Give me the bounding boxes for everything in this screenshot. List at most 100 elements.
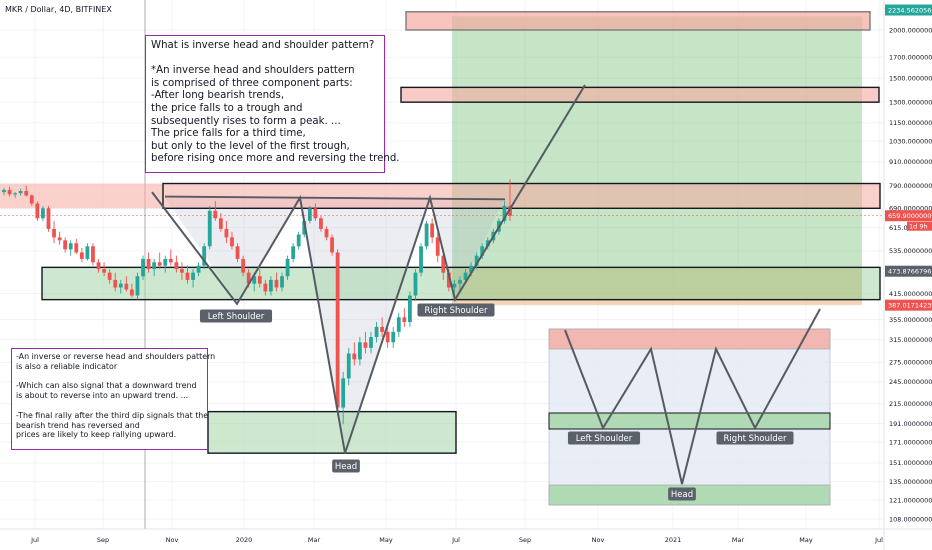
candle-body: [274, 279, 279, 288]
note-line: -After long bearish trends,: [151, 90, 285, 102]
x-tick-label: May: [379, 536, 393, 544]
candle-body: [52, 228, 56, 238]
note-line: subsequently rises to form a peak. ...: [151, 115, 341, 127]
candle-body: [335, 252, 340, 408]
candle-body: [313, 208, 318, 219]
y-tick-label: 690.00000000: [889, 205, 932, 213]
candle-body: [263, 283, 268, 292]
badge-level-low-bg: [885, 299, 932, 311]
candle-body: [113, 279, 118, 288]
schematic-label-right-shoulder: Right Shoulder: [724, 434, 787, 444]
time-axis[interactable]: Jul Sep Nov 2020 Mar May Jul Sep Nov 2021 Mar May Ju…: [0, 528, 932, 544]
candle-body: [146, 258, 151, 270]
x-tick-label: Mar: [308, 536, 321, 544]
candle-body: [485, 240, 490, 247]
candle-body: [324, 228, 329, 238]
badge-level-low: 387.01714239: [888, 302, 932, 310]
y-tick-label: 171.00000000: [889, 438, 932, 446]
candle-body: [352, 353, 357, 360]
note-line: *An inverse head and shoulders pattern: [151, 65, 355, 77]
candle-body: [230, 237, 234, 247]
y-tick-label: 1150.00000000: [889, 119, 932, 127]
candle-body: [458, 279, 462, 284]
candle-body: [369, 337, 373, 348]
candle-body: [435, 237, 440, 256]
candle-body: [285, 258, 290, 277]
candle-body: [107, 272, 112, 280]
y-tick-label: 315.00000000: [889, 336, 932, 344]
candle-body: [246, 272, 251, 284]
candle-body: [474, 255, 479, 266]
note-line: -The final rally after the third dip sig…: [16, 410, 209, 420]
y-tick-label: 191.00000000: [889, 420, 932, 428]
note-line: bearish trend has reversed and: [16, 420, 140, 430]
symbol-header: MKR / Dollar, 4D, BITFINEX: [5, 5, 112, 14]
candle-body: [85, 246, 90, 259]
note-reliability: -An inverse or reverse head and shoulder…: [11, 348, 215, 450]
candle-body: [152, 262, 157, 270]
candle-body: [430, 223, 435, 238]
candle-body: [252, 276, 257, 284]
top-target-zone: [405, 11, 871, 31]
candle-body: [118, 283, 123, 288]
candle-body: [191, 272, 195, 280]
note-line: prices are likely to keep rallying upwar…: [16, 430, 177, 440]
x-tick-label: 2020: [236, 536, 253, 544]
candle-body: [502, 205, 507, 221]
candle-body: [330, 237, 334, 253]
candle-body: [257, 276, 262, 284]
candle-body: [96, 262, 101, 270]
target-projection-zone: [452, 16, 862, 300]
candle-body: [213, 210, 218, 219]
candle-body: [341, 378, 346, 408]
pattern-labels: Left Shoulder Head Right Shoulder Left Shou…: [199, 303, 794, 501]
x-tick-label: Jul: [451, 536, 460, 544]
candle-body: [291, 246, 296, 259]
candle-body: [380, 326, 385, 332]
zones: [0, 11, 881, 454]
candles: [0, 179, 884, 425]
candle-body: [29, 195, 34, 204]
label-head-bg: [332, 459, 360, 473]
candle-body: [269, 279, 273, 292]
badge-level-mid: 473.87667964: [888, 268, 932, 276]
price-axis[interactable]: 2000.00000000 1700.00000000 1500.00000000 1…: [883, 0, 932, 550]
candle-body: [280, 276, 284, 288]
candle-body: [424, 223, 429, 247]
x-tick-label: 2021: [665, 536, 682, 544]
x-tick-label: Jul: [874, 536, 883, 544]
schematic-path: [564, 308, 821, 485]
candle-body: [79, 252, 84, 259]
candle-body: [202, 246, 207, 266]
candle-body: [68, 243, 73, 250]
candle-body: [363, 342, 368, 348]
candle-body: [180, 269, 184, 273]
candle-body: [13, 193, 18, 195]
y-tick-label: 151.00000000: [889, 459, 932, 467]
schematic-label-right-shoulder-bg: [716, 431, 794, 445]
candle-body: [413, 272, 418, 296]
candle-body: [91, 246, 95, 263]
note-line: is about to reverse into an upward trend…: [16, 391, 189, 401]
candle-body: [463, 272, 468, 280]
candle-body: [441, 255, 446, 273]
note-line: is also a reliable indicator: [16, 361, 118, 371]
badge-current-bg: [885, 210, 932, 222]
x-tick-label: Mar: [732, 536, 745, 544]
candle-body: [46, 208, 51, 229]
candle-body: [24, 191, 29, 196]
mid-target-zone: [400, 86, 880, 103]
candle-body: [174, 262, 179, 270]
pattern-lines: [151, 84, 586, 454]
neckline: [164, 195, 506, 201]
y-tick-label: 275.00000000: [889, 359, 932, 367]
badge-top-bg: [885, 4, 932, 16]
y-tick-label: 1700.00000000: [889, 54, 932, 62]
head-area: [300, 197, 430, 454]
badge-current: 659.90000000: [888, 212, 932, 220]
candle-body: [508, 205, 512, 216]
y-tick-label: 215.00000000: [889, 400, 932, 408]
badge-level-mid-bg: [885, 265, 932, 277]
